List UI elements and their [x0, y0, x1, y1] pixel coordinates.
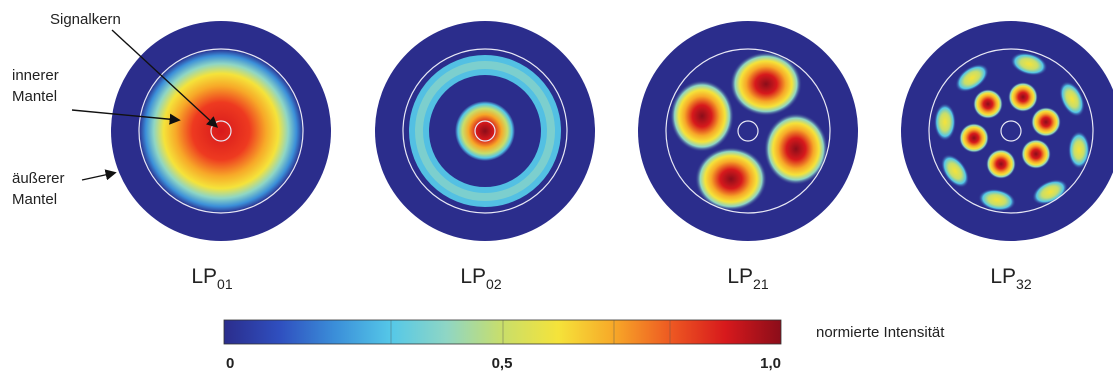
- core-boundary-lp01: [210, 120, 232, 142]
- inner-cladding-boundary-lp02: [402, 48, 568, 214]
- inner-lobes-lp32: [959, 82, 1061, 179]
- annotations: Signalkern innerer Mantel äußerer Mantel: [12, 11, 219, 208]
- colorbar-title: normierte Intensität: [816, 324, 945, 341]
- central-spot-lp02: [455, 101, 515, 161]
- inner-cladding-boundary-lp32: [928, 48, 1094, 214]
- fiber-lp32: [901, 21, 1113, 241]
- outer-cladding-arrow: [81, 169, 117, 181]
- lobe-lp21: [730, 52, 802, 116]
- fiber-lp21: [638, 21, 858, 241]
- colorbar: 0 0,5 1,0 normierte Intensität: [223, 319, 945, 372]
- inner-cladding-label-line1: innerer: [12, 67, 59, 84]
- core-boundary-lp21: [737, 120, 759, 142]
- mode-label-lp21: LP21: [727, 265, 768, 292]
- core-boundary-lp02: [474, 120, 496, 142]
- core-arrow: [111, 29, 219, 128]
- outer-cladding-label-line2: Mantel: [12, 191, 57, 208]
- mode-label-lp02: LP02: [460, 265, 501, 292]
- mode-label-lp01: LP01: [191, 265, 232, 292]
- outer-cladding-lp21: [638, 21, 858, 241]
- colorbar-tick-mid: 0,5: [492, 355, 513, 372]
- inner-cladding-arrow: [71, 109, 181, 125]
- mode-label-lp32: LP32: [990, 265, 1031, 292]
- core-label: Signalkern: [50, 11, 121, 28]
- inner-cladding-boundary-lp21: [665, 48, 831, 214]
- outer-lobes-lp32: [934, 52, 1090, 212]
- inner-cladding-label-line2: Mantel: [12, 88, 57, 105]
- lobe-lp21: [695, 147, 767, 211]
- lobe-lp21: [764, 113, 828, 185]
- intensity-field-lp01: [139, 49, 303, 213]
- colorbar-tick-min: 0: [226, 355, 234, 372]
- inner-cladding-boundary-lp01: [138, 48, 304, 214]
- mode-labels: LP01 LP02 LP21 LP32: [191, 265, 1031, 292]
- outer-cladding-label-line1: äußerer: [12, 170, 65, 187]
- fiber-lp02: [375, 21, 595, 241]
- colorbar-tick-max: 1,0: [760, 355, 781, 372]
- colorbar-gradient: [223, 319, 782, 345]
- lobe-lp21: [670, 80, 734, 152]
- colorbar-dividers: [390, 320, 671, 344]
- core-boundary-lp32: [1000, 120, 1022, 142]
- fiber-lp01: [111, 21, 331, 241]
